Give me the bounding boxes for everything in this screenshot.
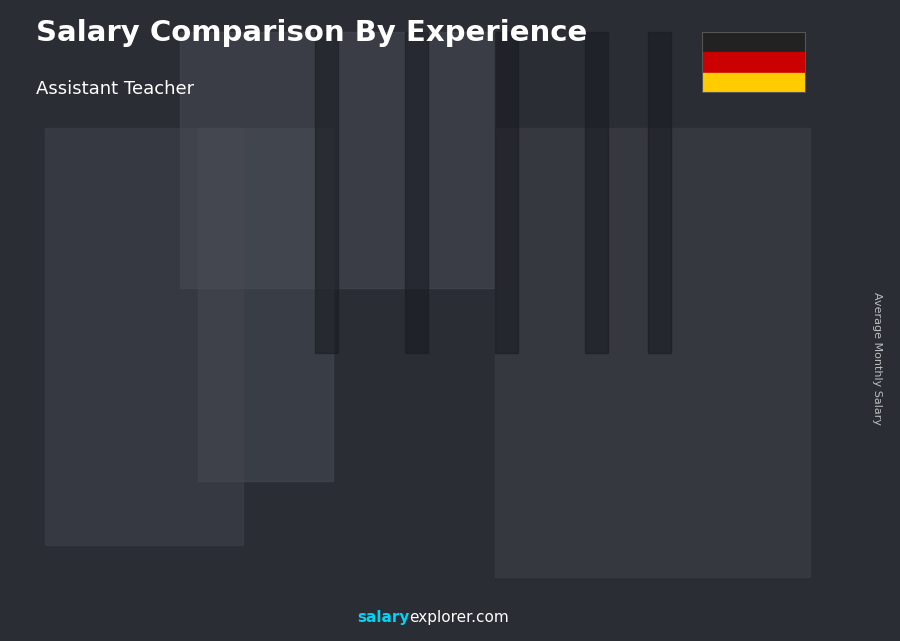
Bar	[45, 128, 243, 545]
Polygon shape	[502, 257, 515, 558]
Text: 3,780 EUR: 3,780 EUR	[680, 187, 750, 199]
Bar	[438, 269, 502, 558]
Polygon shape	[625, 230, 636, 558]
Polygon shape	[438, 257, 515, 269]
Polygon shape	[683, 203, 759, 216]
Text: Assistant Teacher: Assistant Teacher	[36, 80, 194, 98]
Text: Salary Comparison By Experience: Salary Comparison By Experience	[36, 19, 587, 47]
Bar	[405, 32, 428, 353]
Bar	[71, 438, 135, 558]
Text: Average Monthly Salary: Average Monthly Salary	[872, 292, 883, 426]
Text: salary: salary	[357, 610, 410, 625]
Bar	[315, 32, 338, 353]
Bar	[702, 72, 806, 93]
Bar	[316, 320, 380, 558]
Bar	[198, 128, 333, 481]
Bar	[561, 242, 625, 558]
Polygon shape	[194, 390, 270, 397]
Text: 2,630 EUR: 2,630 EUR	[314, 294, 382, 308]
Bar	[702, 32, 806, 53]
Text: +9%: +9%	[515, 156, 561, 174]
Text: 1,780 EUR: 1,780 EUR	[192, 374, 260, 387]
Polygon shape	[561, 230, 636, 242]
Bar	[180, 32, 495, 288]
Text: +34%: +34%	[141, 317, 200, 335]
Bar	[585, 32, 608, 353]
Text: explorer.com: explorer.com	[410, 610, 509, 625]
Bar	[683, 216, 747, 558]
Bar	[702, 53, 806, 72]
Bar	[495, 128, 810, 577]
Bar	[495, 32, 518, 353]
Text: 3,200 EUR: 3,200 EUR	[436, 241, 505, 254]
Polygon shape	[316, 311, 392, 320]
Polygon shape	[135, 433, 148, 558]
Text: +48%: +48%	[264, 237, 322, 255]
Polygon shape	[71, 433, 148, 438]
Bar	[648, 32, 670, 353]
Text: +8%: +8%	[637, 129, 683, 147]
Text: +22%: +22%	[386, 183, 445, 201]
Text: 3,490 EUR: 3,490 EUR	[558, 213, 627, 227]
Bar	[194, 397, 257, 558]
Polygon shape	[257, 390, 270, 558]
Text: 1,330 EUR: 1,330 EUR	[69, 417, 139, 429]
Polygon shape	[747, 203, 759, 558]
Polygon shape	[380, 311, 392, 558]
